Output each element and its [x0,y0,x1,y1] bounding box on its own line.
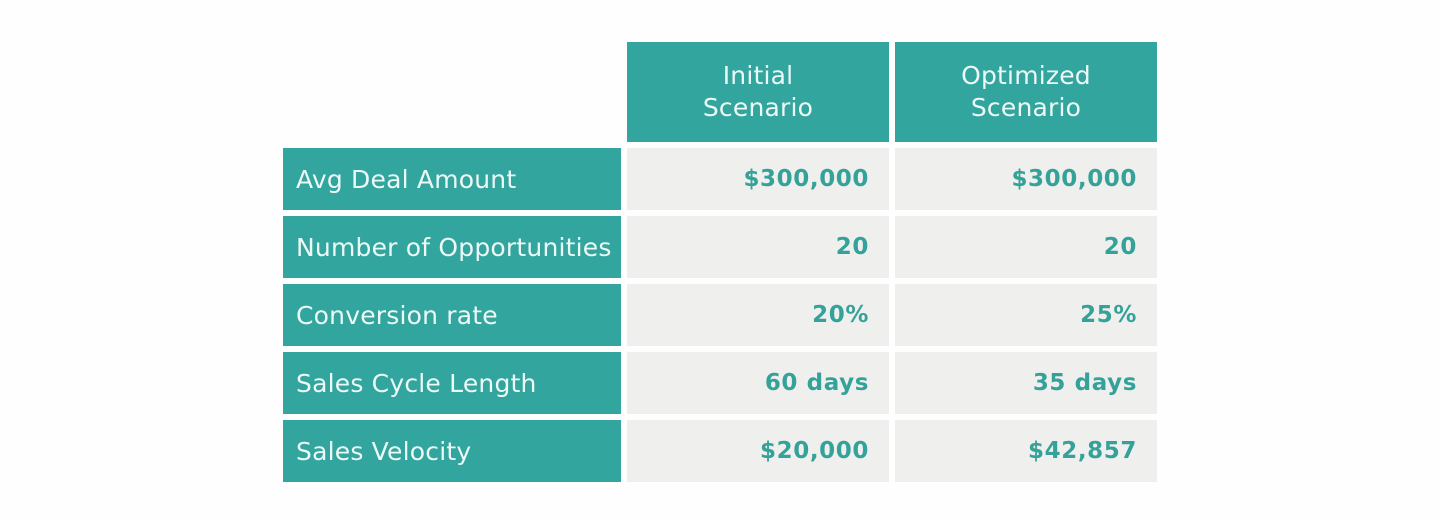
row-label-sales-cycle-length: Sales Cycle Length [283,352,621,414]
value-conversion-rate-initial: 20% [627,284,889,346]
comparison-table: Initial Scenario Optimized Scenario Avg … [283,42,1157,482]
value-sales-cycle-length-optimized: 35 days [895,352,1157,414]
value-number-of-opportunities-initial: 20 [627,216,889,278]
value-avg-deal-amount-optimized: $300,000 [895,148,1157,210]
row-label-conversion-rate: Conversion rate [283,284,621,346]
header-spacer [283,42,621,142]
row-label-sales-velocity: Sales Velocity [283,420,621,482]
value-number-of-opportunities-optimized: 20 [895,216,1157,278]
value-sales-velocity-optimized: $42,857 [895,420,1157,482]
row-label-avg-deal-amount: Avg Deal Amount [283,148,621,210]
column-header-initial-scenario: Initial Scenario [627,42,889,142]
row-label-number-of-opportunities: Number of Opportunities [283,216,621,278]
value-sales-cycle-length-initial: 60 days [627,352,889,414]
value-sales-velocity-initial: $20,000 [627,420,889,482]
value-avg-deal-amount-initial: $300,000 [627,148,889,210]
column-header-optimized-scenario: Optimized Scenario [895,42,1157,142]
value-conversion-rate-optimized: 25% [895,284,1157,346]
